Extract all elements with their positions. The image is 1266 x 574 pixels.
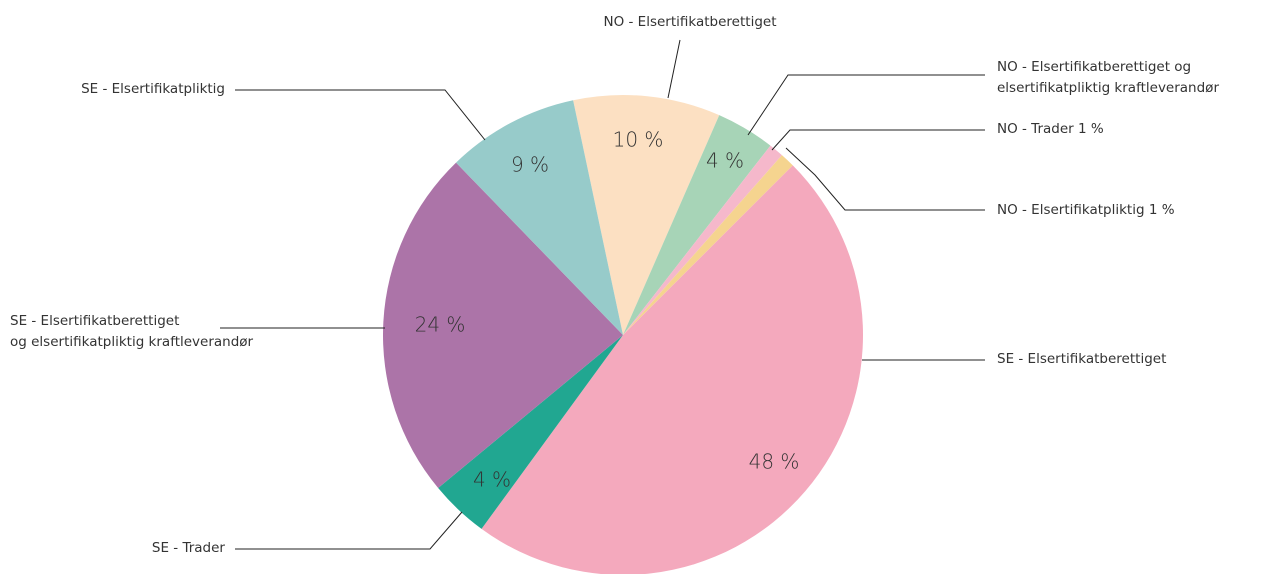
pie-slice xyxy=(623,155,793,335)
slice-label: SE - Elsertifikatberettiget xyxy=(997,351,1167,367)
pie-slice xyxy=(623,145,782,335)
pie-slice xyxy=(382,162,623,489)
pie-slice xyxy=(573,94,720,335)
slice-label: NO - Elsertifikatberettiget og elsertifi… xyxy=(997,59,1219,96)
slice-label: SE - Elsertifikatpliktig xyxy=(81,81,225,97)
slice-label: SE - Trader xyxy=(151,540,225,556)
leader-line xyxy=(235,511,463,550)
slice-label: NO - Elsertifikatberettiget xyxy=(603,14,777,30)
leader-line xyxy=(667,39,681,99)
pie-slice xyxy=(481,165,863,574)
value-label: 10 % xyxy=(613,128,664,152)
slice-label: NO - Elsertifikatpliktig 1 % xyxy=(997,202,1175,218)
value-label: 24 % xyxy=(415,313,466,337)
value-label: 48 % xyxy=(749,450,800,474)
pie-slice xyxy=(456,100,623,336)
value-label: 9 % xyxy=(511,153,549,177)
value-label: 4 % xyxy=(473,468,511,492)
slice-label: SE - Elsertifikatberettiget og elsertifi… xyxy=(10,313,254,350)
leader-line xyxy=(771,129,985,151)
value-label: 4 % xyxy=(706,149,744,173)
leader-line xyxy=(747,74,985,136)
leader-line xyxy=(235,89,486,141)
leader-line xyxy=(785,147,985,211)
pie-slice xyxy=(438,335,623,529)
pie-slice xyxy=(623,115,771,336)
slice-label: NO - Trader 1 % xyxy=(997,121,1104,137)
